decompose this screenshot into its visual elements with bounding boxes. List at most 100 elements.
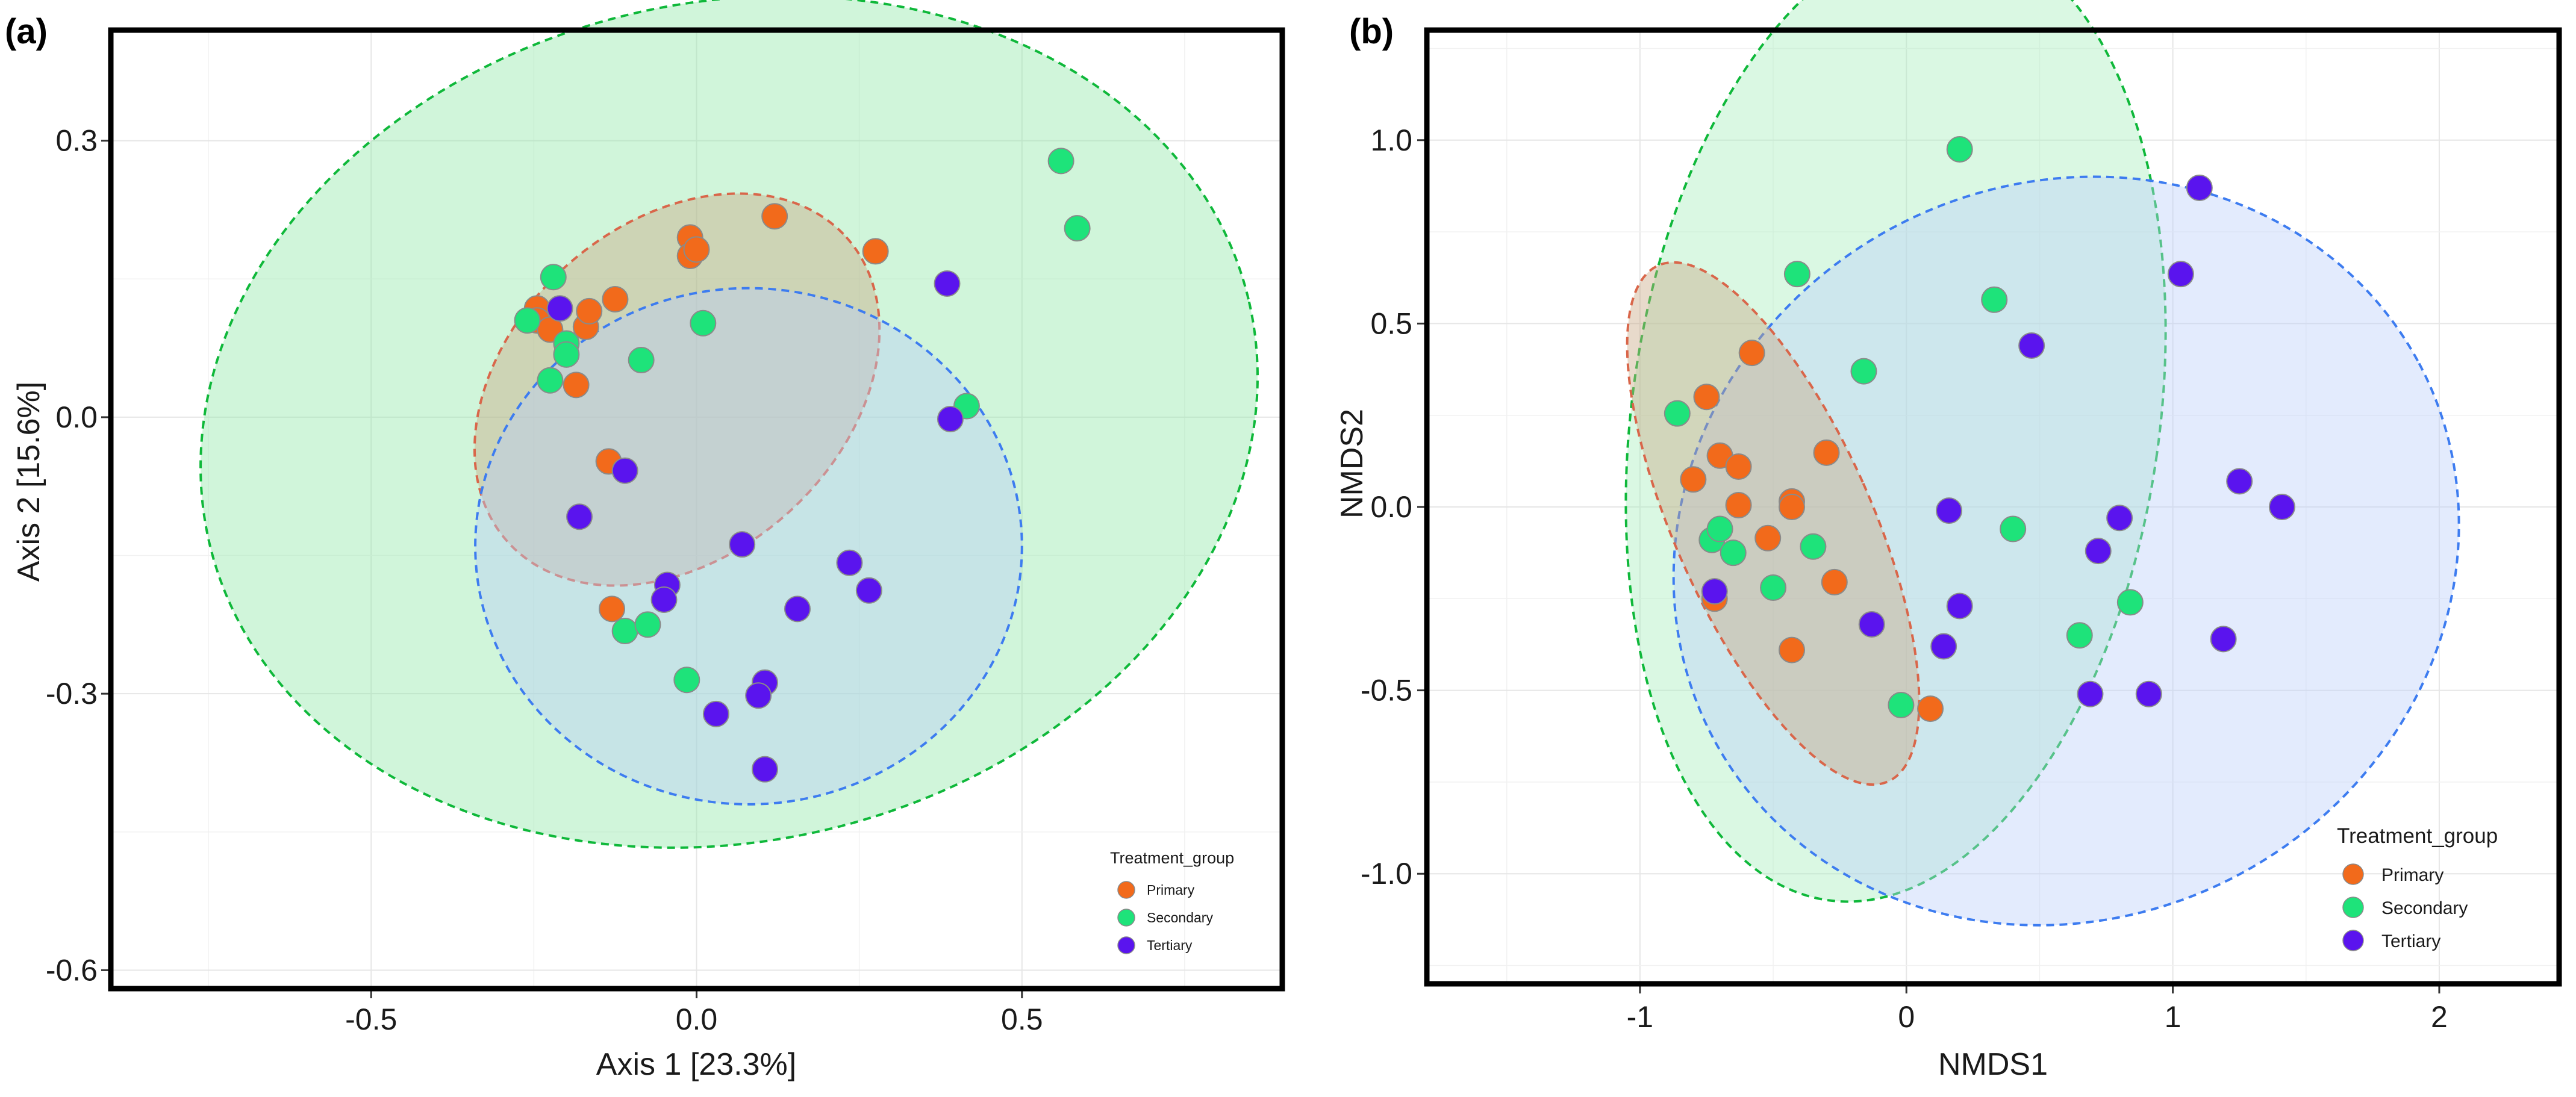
data-point-secondary-2 (1783, 261, 1810, 288)
data-point-tertiary-8 (2268, 494, 2295, 520)
data-point-primary-2 (1738, 340, 1765, 367)
data-point-tertiary-3 (611, 457, 638, 484)
data-point-secondary-8 (611, 618, 638, 645)
data-point-secondary-12 (2116, 589, 2144, 616)
panel-b-legend-label-secondary: Secondary (2381, 898, 2468, 918)
panel-b-legend-key-secondary (2342, 897, 2364, 918)
data-point-primary-13 (761, 203, 788, 230)
data-point-tertiary-14 (2077, 680, 2104, 707)
data-point-tertiary-2 (566, 503, 593, 530)
data-point-tertiary-2 (2186, 174, 2213, 201)
data-point-primary-5 (1725, 453, 1752, 480)
panel-a-y-axis-title: Axis 2 [15.6%] (11, 382, 46, 582)
panel-b-legend-key-tertiary (2342, 930, 2364, 951)
data-point-tertiary-1 (546, 295, 573, 322)
panel-a-legend-title: Treatment_group (1110, 849, 1234, 867)
x-tick-label: 2 (2431, 1000, 2448, 1034)
data-point-tertiary-13 (751, 756, 778, 783)
data-point-primary-7 (1754, 524, 1782, 552)
panel-a-ellipses (199, 0, 1259, 849)
data-point-tertiary-14 (934, 270, 961, 297)
data-point-tertiary-9 (2210, 626, 2237, 653)
panel-a: (a) -0.5 0.0 0.5 -0.6 -0.3 0.0 0.3 Axis 1 [23… (5, 0, 1285, 1082)
data-point-primary-11 (1821, 568, 1848, 595)
data-point-tertiary-4 (1936, 497, 1963, 524)
panel-b-letter: (b) (1349, 12, 1394, 51)
data-point-primary-3 (1680, 466, 1707, 493)
panel-b-y-ticks: -1.0 -0.5 0.0 0.5 1.0 (1361, 123, 1424, 890)
confidence-ellipse-secondary (1624, 0, 2167, 903)
panel-b-points (1664, 136, 2295, 723)
data-point-secondary-12 (1047, 148, 1074, 175)
data-point-primary-12 (683, 236, 710, 263)
y-tick-label: 0.0 (1370, 490, 1412, 524)
y-tick-label: -0.6 (46, 953, 98, 987)
panel-b-legend-label-tertiary: Tertiary (2381, 931, 2440, 951)
data-point-primary-10 (1813, 439, 1840, 466)
x-tick-label: 0.5 (1001, 1002, 1043, 1036)
data-point-primary-6 (602, 285, 629, 312)
panel-b-y-axis-title: NMDS2 (1335, 409, 1370, 518)
data-point-tertiary-7 (2226, 468, 2253, 495)
x-tick-label: -0.5 (345, 1002, 397, 1036)
data-point-tertiary-15 (2135, 680, 2162, 707)
panel-b-frame (1424, 27, 2562, 987)
y-tick-label: 0.0 (55, 400, 98, 434)
data-point-primary-6 (1725, 491, 1752, 518)
data-point-tertiary-3 (2018, 332, 2045, 359)
panel-a-legend-key-primary (1117, 881, 1135, 899)
panel-a-legend: Treatment_group Primary Secondary Tertia… (1110, 849, 1234, 954)
data-point-tertiary-12 (702, 700, 729, 727)
panel-b-legend: Treatment_group Primary Secondary Tertia… (2337, 824, 2498, 951)
data-point-primary-9 (1779, 494, 1806, 520)
data-point-tertiary-10 (1946, 592, 1973, 620)
data-point-secondary-13 (2066, 622, 2093, 649)
data-point-secondary-3 (1850, 358, 1877, 385)
data-point-secondary-4 (553, 341, 580, 368)
data-point-secondary-6 (628, 347, 655, 374)
data-point-secondary-13 (1064, 215, 1091, 242)
y-tick-label: -0.3 (46, 677, 98, 710)
panel-b-legend-label-primary: Primary (2381, 865, 2443, 885)
data-point-tertiary-7 (784, 595, 811, 623)
x-tick-label: 0.0 (676, 1002, 718, 1036)
data-point-primary-14 (862, 238, 889, 265)
panel-b: (b) -1 0 1 2 -1.0-0.50.00.51.0 NMDS1 NMDS2 … (1335, 0, 2562, 1082)
data-point-tertiary-15 (937, 405, 964, 432)
panel-b-legend-key-primary (2342, 863, 2364, 885)
x-tick-label: -1 (1627, 1000, 1653, 1034)
y-tick-label: -1.0 (1361, 857, 1412, 890)
data-point-tertiary-13 (1701, 578, 1728, 605)
confidence-ellipse-secondary (199, 0, 1259, 849)
data-point-secondary-9 (634, 611, 661, 638)
data-point-tertiary-1 (2167, 261, 2194, 288)
data-point-secondary-7 (690, 309, 717, 337)
panel-a-legend-label-tertiary: Tertiary (1147, 937, 1193, 953)
data-point-primary-13 (1779, 636, 1806, 663)
data-point-tertiary-11 (745, 682, 772, 709)
data-point-secondary-9 (1760, 574, 1787, 601)
y-tick-label: 0.3 (55, 124, 98, 158)
data-point-secondary-5 (1981, 286, 2008, 313)
data-point-primary-1 (1693, 384, 1720, 411)
confidence-ellipse-primary (473, 192, 881, 587)
data-point-tertiary-5 (2106, 505, 2133, 532)
panel-b-grid (1427, 30, 2559, 984)
data-point-primary-7 (563, 371, 590, 399)
panel-a-grid (111, 30, 1282, 989)
panel-a-points (514, 148, 1091, 783)
data-point-tertiary-9 (855, 577, 882, 604)
panel-a-x-axis-title: Axis 1 [23.3%] (596, 1047, 796, 1082)
y-tick-label: 1.0 (1370, 123, 1412, 157)
data-point-primary-9 (599, 595, 626, 623)
panel-a-letter: (a) (5, 12, 48, 51)
data-point-secondary-8 (1720, 539, 1747, 567)
x-tick-label: 1 (2165, 1000, 2181, 1034)
data-point-tertiary-8 (836, 549, 863, 576)
data-point-primary-14 (1917, 695, 1944, 723)
data-point-secondary-10 (1800, 533, 1827, 560)
panel-a-frame (108, 27, 1285, 992)
panel-a-legend-label-secondary: Secondary (1147, 910, 1213, 925)
data-point-secondary-2 (540, 264, 567, 291)
panel-b-x-axis-title: NMDS1 (1938, 1047, 2048, 1082)
